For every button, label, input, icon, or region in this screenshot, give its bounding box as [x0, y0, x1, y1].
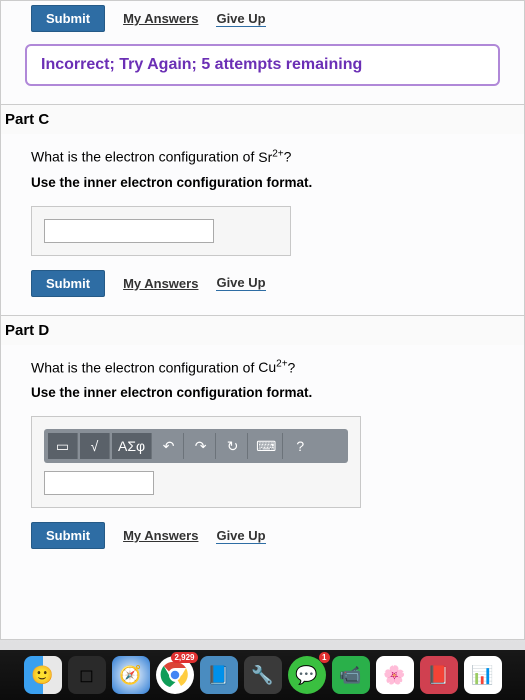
- greek-tool-icon[interactable]: ΑΣφ: [112, 433, 152, 459]
- part-d-answer-box: ▭ √ ΑΣφ ↶ ↷ ↻ ⌨ ?: [31, 416, 361, 508]
- part-c-submit-button[interactable]: Submit: [31, 270, 105, 297]
- part-c-my-answers-link[interactable]: My Answers: [123, 276, 198, 291]
- facetime-icon[interactable]: 📹: [332, 656, 370, 694]
- feedback-banner: Incorrect; Try Again; 5 attempts remaini…: [25, 44, 500, 86]
- part-c-answer-box: [31, 206, 291, 256]
- part-d-my-answers-link[interactable]: My Answers: [123, 528, 198, 543]
- part-d-ion: Cu: [258, 359, 276, 375]
- part-c-q-post: ?: [284, 149, 292, 165]
- part-d-question: What is the electron configuration of Cu…: [31, 359, 494, 376]
- part-d-q-pre: What is the electron configuration of: [31, 359, 258, 375]
- reset-icon[interactable]: ↻: [218, 433, 248, 459]
- app-icon-4[interactable]: 📕: [420, 656, 458, 694]
- part-c-instruction: Use the inner electron configuration for…: [31, 175, 494, 190]
- photos-icon[interactable]: 🌸: [376, 656, 414, 694]
- part-c-give-up-link[interactable]: Give Up: [216, 275, 265, 291]
- app-icon-3[interactable]: 🔧: [244, 656, 282, 694]
- keyboard-icon[interactable]: ⌨: [250, 433, 283, 459]
- equation-toolbar: ▭ √ ΑΣφ ↶ ↷ ↻ ⌨ ?: [44, 429, 348, 463]
- part-d-header: Part D: [1, 315, 524, 345]
- rect-tool-icon[interactable]: ▭: [48, 433, 78, 459]
- chrome-badge: 2,929: [171, 652, 197, 663]
- messages-badge: 1: [319, 652, 329, 663]
- part-d-submit-button[interactable]: Submit: [31, 522, 105, 549]
- safari-icon[interactable]: 🧭: [112, 656, 150, 694]
- macos-dock: 🙂 ◻ 🧭 2,929 📘 🔧 💬1 📹 🌸 📕 📊: [0, 650, 525, 700]
- app-icon-1[interactable]: ◻: [68, 656, 106, 694]
- part-d-input[interactable]: [44, 471, 154, 495]
- part-c-ion-charge: 2+: [272, 148, 283, 159]
- undo-icon[interactable]: ↶: [154, 433, 184, 459]
- part-d-instruction: Use the inner electron configuration for…: [31, 385, 494, 400]
- submit-button-top[interactable]: Submit: [31, 5, 105, 32]
- part-c-input[interactable]: [44, 219, 214, 243]
- superscript-tool-icon[interactable]: √: [80, 433, 110, 459]
- app-icon-2[interactable]: 📘: [200, 656, 238, 694]
- part-d-q-post: ?: [288, 359, 296, 375]
- chrome-icon[interactable]: 2,929: [156, 656, 194, 694]
- finder-icon[interactable]: 🙂: [24, 656, 62, 694]
- part-d-give-up-link[interactable]: Give Up: [216, 528, 265, 544]
- part-d-ion-charge: 2+: [276, 359, 287, 370]
- part-c-ion: Sr: [258, 149, 272, 165]
- give-up-link-top[interactable]: Give Up: [216, 11, 265, 27]
- numbers-icon[interactable]: 📊: [464, 656, 502, 694]
- redo-icon[interactable]: ↷: [186, 433, 216, 459]
- part-c-q-pre: What is the electron configuration of: [31, 149, 258, 165]
- messages-icon[interactable]: 💬1: [288, 656, 326, 694]
- part-c-header: Part C: [1, 104, 524, 134]
- help-icon[interactable]: ?: [285, 433, 315, 459]
- my-answers-link-top[interactable]: My Answers: [123, 11, 198, 26]
- part-c-question: What is the electron configuration of Sr…: [31, 148, 494, 165]
